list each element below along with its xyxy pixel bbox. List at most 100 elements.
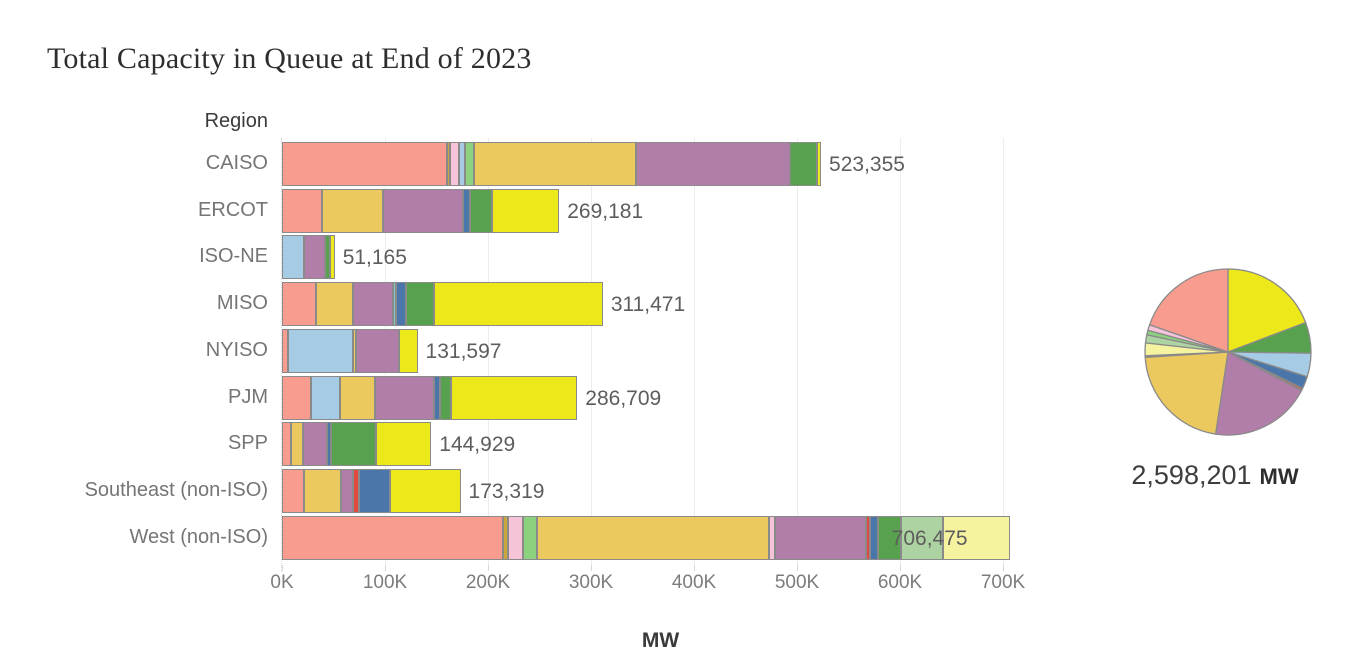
- bar-segment-salmon[interactable]: [282, 422, 292, 467]
- bar-row-caiso: [282, 142, 822, 186]
- bar-row-west-non-iso-: [282, 515, 1010, 560]
- bar-segment-salmon[interactable]: [282, 282, 316, 327]
- bar-value-label: 523,355: [829, 153, 905, 176]
- bar-segment-green[interactable]: [439, 375, 451, 420]
- bar-segment-steelblue[interactable]: [434, 375, 440, 420]
- gridline: [694, 138, 695, 566]
- bar-segment-pink[interactable]: [507, 515, 523, 560]
- bar-segment-steelblue[interactable]: [396, 282, 406, 327]
- bar-segment-gold[interactable]: [339, 375, 375, 420]
- pie-slice-gold[interactable]: [1144, 351, 1229, 435]
- bar-segment-green[interactable]: [324, 235, 330, 280]
- bar-segment-yellow[interactable]: [450, 375, 578, 420]
- bar-segment-gold[interactable]: [291, 422, 303, 467]
- bar-segment-green[interactable]: [470, 188, 493, 233]
- axis-tick-label: 0K: [270, 572, 294, 593]
- bar-segment-yellow[interactable]: [492, 188, 560, 233]
- bar-segment-palegreen[interactable]: [901, 515, 944, 560]
- bar-segment-steelblue[interactable]: [327, 422, 332, 467]
- row-label-caiso: CAISO: [205, 152, 268, 174]
- bar-segment-gold[interactable]: [474, 142, 636, 186]
- bar-segment-skyblue[interactable]: [458, 142, 465, 186]
- bar-value-label: 269,181: [567, 199, 644, 223]
- axis-tick-label: 300K: [568, 572, 614, 593]
- bar-segment-green[interactable]: [331, 422, 376, 467]
- bar-segment-purple[interactable]: [635, 142, 791, 186]
- bar-segment-salmon[interactable]: [282, 142, 447, 186]
- gridline: [1003, 138, 1004, 566]
- axis-tick-label: 200K: [465, 572, 511, 593]
- bar-segment-goldsliver[interactable]: [503, 515, 508, 560]
- bar-segment-teal[interactable]: [393, 282, 397, 327]
- bar-segment-paleyellow[interactable]: [943, 515, 1010, 560]
- bar-segment-steelblue[interactable]: [463, 188, 471, 233]
- bar-value-label: 131,597: [425, 339, 502, 363]
- bar-segment-steelblue[interactable]: [870, 515, 879, 560]
- bar-row-spp: [282, 422, 432, 467]
- bar-row-ercot: [282, 188, 560, 233]
- bar-segment-gold[interactable]: [322, 188, 383, 233]
- region-column-header: Region: [204, 110, 268, 132]
- axis-zero-line: [281, 138, 282, 572]
- bar-segment-yellow[interactable]: [329, 235, 335, 280]
- bar-row-southeast-non-iso-: [282, 468, 461, 513]
- bar-segment-skyblue[interactable]: [310, 375, 340, 420]
- bar-segment-green[interactable]: [878, 515, 902, 560]
- row-label-west-non-iso-: West (non-ISO): [129, 525, 268, 548]
- pie-slice-salmon[interactable]: [1148, 268, 1229, 353]
- bar-segment-red[interactable]: [353, 468, 360, 513]
- axis-tick-label: 700K: [980, 572, 1026, 593]
- bar-segment-salmon[interactable]: [282, 468, 304, 513]
- bar-segment-purple[interactable]: [382, 188, 464, 233]
- pie-total-unit: MW: [1259, 464, 1299, 489]
- bar-segment-salmon[interactable]: [282, 188, 323, 233]
- row-label-iso-ne: ISO-NE: [199, 245, 268, 268]
- axis-tick: [797, 565, 798, 571]
- bar-segment-gold[interactable]: [353, 328, 357, 373]
- bar-segment-gold[interactable]: [303, 468, 341, 513]
- axis-tick: [900, 565, 901, 571]
- gridline: [591, 138, 592, 566]
- bar-value-label: 144,929: [439, 433, 516, 457]
- bar-segment-skyblue[interactable]: [288, 328, 354, 373]
- bar-segment-yellow[interactable]: [434, 282, 603, 327]
- gridline: [797, 138, 798, 566]
- bar-segment-pink[interactable]: [450, 142, 459, 186]
- bar-segment-purple[interactable]: [374, 375, 435, 420]
- bar-segment-lightgreen[interactable]: [523, 515, 538, 560]
- bar-segment-purple[interactable]: [775, 515, 866, 560]
- bar-segment-red[interactable]: [866, 515, 871, 560]
- bar-segment-steelblue[interactable]: [359, 468, 391, 513]
- bar-segment-salmon[interactable]: [282, 515, 504, 560]
- bar-segment-skyblue[interactable]: [282, 235, 305, 280]
- pie-slice-purple[interactable]: [1214, 351, 1303, 436]
- bar-row-pjm: [282, 375, 578, 420]
- pie-slice-yellow[interactable]: [1227, 268, 1307, 353]
- bar-segment-purple[interactable]: [340, 468, 354, 513]
- bar-row-iso-ne: [282, 235, 335, 280]
- bar-segment-green[interactable]: [405, 282, 435, 327]
- bar-segment-purple[interactable]: [302, 422, 328, 467]
- bar-segment-salmon[interactable]: [282, 375, 311, 420]
- bar-segment-green[interactable]: [790, 142, 818, 186]
- bar-segment-salmon[interactable]: [282, 328, 289, 373]
- bar-segment-gold[interactable]: [315, 282, 354, 327]
- row-label-ercot: ERCOT: [198, 198, 268, 221]
- bar-segment-purple[interactable]: [356, 328, 400, 373]
- bar-segment-purple[interactable]: [353, 282, 394, 327]
- bar-value-label: 706,475: [891, 526, 968, 550]
- gridline: [900, 138, 901, 566]
- bar-segment-yellow[interactable]: [375, 422, 432, 467]
- row-label-pjm: PJM: [228, 385, 268, 408]
- bar-segment-yellow[interactable]: [390, 468, 461, 513]
- bar-segment-yellow[interactable]: [399, 328, 418, 373]
- axis-tick: [282, 565, 283, 571]
- bar-segment-lightgreen[interactable]: [464, 142, 475, 186]
- pie-total-value: 2,598,201: [1131, 460, 1252, 490]
- bar-segment-purple[interactable]: [304, 235, 325, 280]
- bar-segment-yellow[interactable]: [817, 142, 822, 186]
- bar-segment-pink[interactable]: [769, 515, 776, 560]
- bar-segment-gold[interactable]: [537, 515, 770, 560]
- bar-segment-goldsliver[interactable]: [446, 142, 451, 186]
